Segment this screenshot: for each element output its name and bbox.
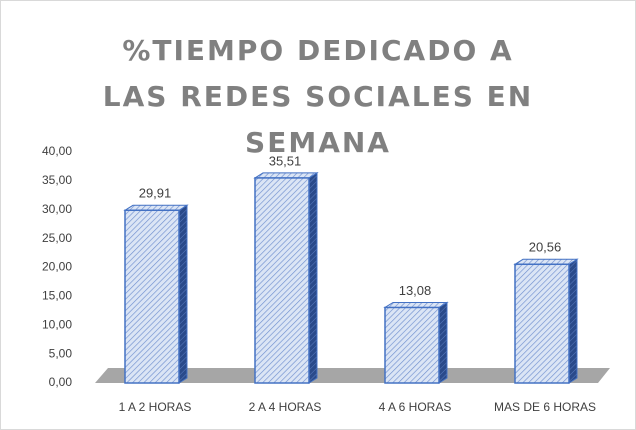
x-tick-label: 4 A 6 HORAS	[379, 400, 452, 414]
bar-side	[568, 258, 578, 384]
chart-title: %TIEMPO DEDICADO A LAS REDES SOCIALES EN…	[102, 34, 534, 159]
x-tick-label: 1 A 2 HORAS	[119, 400, 192, 414]
bar-front	[384, 306, 440, 384]
y-tick-label: 25,00	[42, 231, 72, 245]
data-label: 20,56	[529, 240, 562, 255]
bar	[513, 258, 579, 384]
bar	[383, 301, 449, 384]
bar-top	[513, 258, 579, 265]
bar-top	[123, 204, 189, 211]
data-label: 29,91	[139, 186, 172, 201]
bar	[123, 204, 189, 384]
y-tick-label: 0,00	[49, 375, 73, 389]
y-tick-label: 15,00	[42, 289, 72, 303]
y-tick-label: 20,00	[42, 260, 72, 274]
bar-front	[124, 209, 180, 384]
x-tick-label: 2 A 4 HORAS	[249, 400, 322, 414]
bar-front	[254, 177, 310, 384]
bar-front	[514, 263, 570, 384]
y-tick-label: 35,00	[42, 173, 72, 187]
bar-side	[438, 301, 448, 384]
bar	[253, 172, 319, 384]
y-tick-label: 30,00	[42, 202, 72, 216]
y-tick-label: 40,00	[42, 144, 72, 158]
bar-side	[178, 204, 188, 384]
data-label: 35,51	[269, 153, 302, 168]
x-tick-label: MAS DE 6 HORAS	[494, 400, 596, 414]
bar-side	[308, 172, 318, 384]
y-tick-label: 5,00	[49, 346, 73, 360]
floor	[95, 368, 610, 383]
y-tick-label: 10,00	[42, 317, 72, 331]
data-label: 13,08	[399, 283, 432, 298]
